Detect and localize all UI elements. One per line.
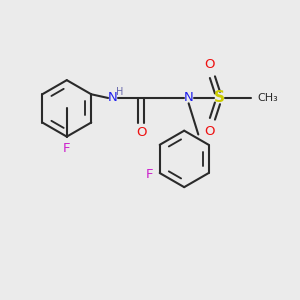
Text: S: S	[214, 91, 225, 106]
Text: N: N	[184, 92, 194, 104]
Text: F: F	[63, 142, 70, 155]
Text: O: O	[204, 125, 215, 138]
Text: H: H	[116, 87, 123, 97]
Text: F: F	[146, 168, 153, 181]
Text: N: N	[108, 92, 118, 104]
Text: CH₃: CH₃	[257, 93, 278, 103]
Text: O: O	[136, 126, 146, 139]
Text: O: O	[204, 58, 215, 71]
